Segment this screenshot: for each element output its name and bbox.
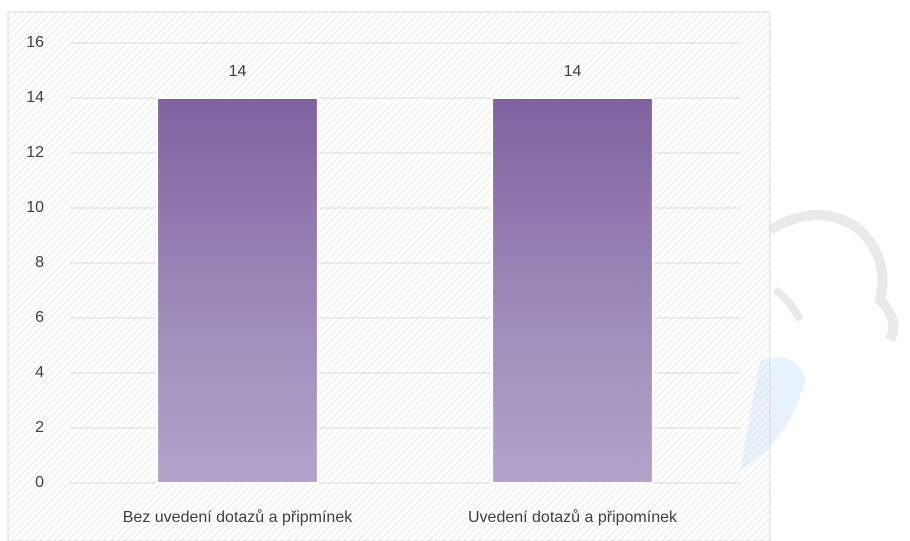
chart-area	[7, 11, 771, 541]
y-tick-label: 14	[26, 89, 44, 106]
data-label: 14	[564, 63, 582, 80]
x-tick-label: Bez uvedení dotazů a připmínek	[123, 508, 353, 526]
bar	[156, 97, 319, 484]
x-tick-label: Uvedení dotazů a připomínek	[468, 508, 678, 526]
y-tick-label: 12	[26, 144, 44, 161]
y-tick-label: 16	[26, 34, 44, 51]
y-tick-label: 4	[35, 364, 44, 381]
y-tick-label: 6	[35, 309, 44, 326]
bar	[491, 97, 654, 484]
y-tick-label: 2	[35, 419, 44, 436]
y-tick-label: 8	[35, 254, 44, 271]
y-tick-label: 0	[35, 474, 44, 491]
data-label: 14	[229, 63, 247, 80]
y-tick-label: 10	[26, 199, 44, 216]
